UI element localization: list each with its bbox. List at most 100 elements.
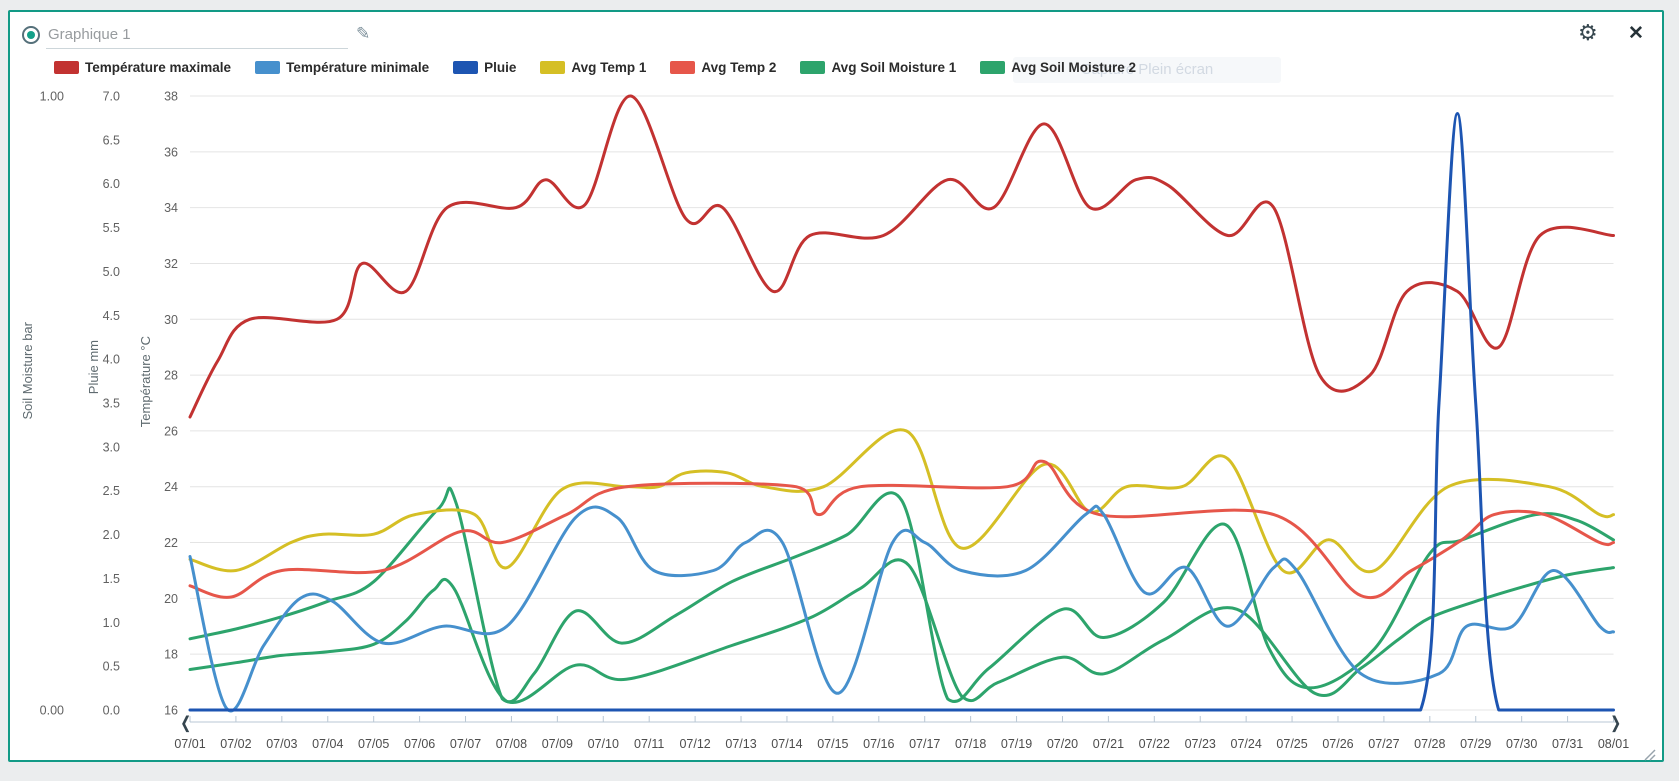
- pluie-tick-label: 1.0: [103, 616, 120, 630]
- series-line-avg-soil-moisture-1: [188, 486, 1615, 704]
- settings-gear-icon[interactable]: ⚙: [1578, 20, 1598, 45]
- x-axis-label: 07/02: [220, 737, 251, 751]
- temp-tick-label: 22: [164, 536, 178, 550]
- x-axis-label: 07/25: [1276, 737, 1307, 751]
- chart-type-radio-icon[interactable]: [22, 26, 40, 44]
- legend-swatch-icon: [980, 60, 1006, 74]
- temp-tick-label: 30: [164, 313, 178, 327]
- legend-item-avg-temp-2[interactable]: Avg Temp 2: [670, 60, 776, 75]
- pluie-tick-label: 7.0: [103, 90, 120, 104]
- soil-tick-label: 0.00: [40, 704, 64, 718]
- edit-pencil-icon[interactable]: ✎: [356, 24, 371, 43]
- series-line-avg-temp-1: [188, 428, 1615, 575]
- x-axis-label: 07/10: [588, 737, 619, 751]
- legend-swatch-icon: [453, 60, 479, 74]
- x-axis-label: 07/17: [909, 737, 940, 751]
- pluie-tick-label: 3.0: [103, 440, 120, 454]
- x-axis-label: 07/07: [450, 737, 481, 751]
- series-line-temp-rature-maximale: [188, 94, 1615, 419]
- temp-tick-label: 34: [164, 201, 178, 215]
- legend-label: Température minimale: [286, 59, 430, 75]
- temp-tick-label: 36: [164, 145, 178, 159]
- series-line-avg-soil-moisture-2: [188, 558, 1615, 705]
- temp-tick-label: 28: [164, 369, 178, 383]
- x-axis-label: 07/24: [1231, 737, 1262, 751]
- x-axis-label: 07/31: [1552, 737, 1583, 751]
- fullscreen-capture-ghost-tooltip: Capture Plein écran: [1013, 57, 1281, 83]
- x-axis-label: 07/30: [1506, 737, 1537, 751]
- x-axis-label: 07/26: [1322, 737, 1353, 751]
- pluie-tick-label: 4.0: [103, 353, 120, 367]
- radio-dot-icon: [27, 31, 35, 39]
- x-axis-label: 07/22: [1139, 737, 1170, 751]
- x-axis-label: 07/12: [679, 737, 710, 751]
- close-x-icon[interactable]: ✕: [1628, 23, 1644, 44]
- legend-swatch-icon: [255, 60, 281, 74]
- pluie-tick-label: 4.5: [103, 309, 120, 323]
- x-axis-label: 07/16: [863, 737, 894, 751]
- pluie-tick-label: 1.5: [103, 572, 120, 586]
- x-axis-label: 07/19: [1001, 737, 1032, 751]
- x-axis-label: 07/29: [1460, 737, 1491, 751]
- pluie-tick-label: 6.5: [103, 133, 120, 147]
- series-line-avg-temp-2: [188, 459, 1615, 599]
- x-axis-label: 07/11: [634, 737, 664, 751]
- temp-tick-label: 26: [164, 424, 178, 438]
- legend-swatch-icon: [800, 60, 826, 74]
- soil-tick-label: 1.00: [40, 90, 64, 104]
- x-axis-label: 08/01: [1598, 737, 1629, 751]
- pluie-tick-label: 5.5: [103, 221, 120, 235]
- x-axis-label: 07/14: [771, 737, 802, 751]
- legend-label: Avg Soil Moisture 1: [831, 59, 957, 75]
- pluie-axis-title: Pluie mm: [86, 340, 101, 395]
- x-axis-label: 07/23: [1185, 737, 1216, 751]
- x-axis-label: 07/06: [404, 737, 435, 751]
- legend-label: Avg Soil Moisture 2: [1011, 59, 1136, 75]
- x-axis-label: 07/18: [955, 737, 986, 751]
- legend-label: Avg Temp 2: [701, 59, 777, 75]
- pluie-tick-label: 2.5: [103, 484, 120, 498]
- pluie-tick-label: 0.5: [103, 660, 120, 674]
- pluie-tick-label: 2.0: [103, 528, 120, 542]
- temp-tick-label: 38: [164, 90, 178, 104]
- legend-swatch-icon: [540, 60, 566, 74]
- x-axis-label: 07/09: [542, 737, 573, 751]
- legend-label: Avg Temp 1: [571, 59, 647, 75]
- resize-grip-icon[interactable]: [1641, 746, 1657, 762]
- legend-item-avg-soil-moisture-2[interactable]: Avg Soil Moisture 2: [980, 60, 1136, 75]
- legend-item-temp-rature-minimale[interactable]: Température minimale: [255, 60, 429, 75]
- legend-swatch-icon: [670, 60, 696, 74]
- scroll-prev-chevron-icon[interactable]: ❬: [179, 715, 193, 732]
- legend-item-temp-rature-maximale[interactable]: Température maximale: [54, 60, 231, 75]
- legend-item-pluie[interactable]: Pluie: [453, 60, 516, 75]
- pluie-tick-label: 6.0: [103, 177, 120, 191]
- series-line-pluie: [188, 112, 1615, 712]
- x-axis-label: 07/04: [312, 737, 343, 751]
- temp-tick-label: 18: [164, 648, 178, 662]
- chart-title-input[interactable]: Graphique 1: [46, 26, 348, 49]
- scroll-next-chevron-icon[interactable]: ❭: [1609, 715, 1623, 732]
- x-axis-label: 07/01: [174, 737, 205, 751]
- x-axis-label: 07/27: [1368, 737, 1399, 751]
- temp-tick-label: 20: [164, 592, 178, 606]
- legend-label: Température maximale: [85, 59, 232, 75]
- chart-panel: [8, 10, 1664, 762]
- soil-axis-title: Soil Moisture bar: [20, 322, 35, 420]
- x-axis-label: 07/05: [358, 737, 389, 751]
- x-axis-label: 07/21: [1093, 737, 1124, 751]
- x-axis-label: 07/15: [817, 737, 848, 751]
- x-axis-label: 07/08: [496, 737, 527, 751]
- x-axis-label: 07/20: [1047, 737, 1078, 751]
- temp-tick-label: 16: [164, 704, 178, 718]
- x-axis-label: 07/13: [725, 737, 756, 751]
- legend-item-avg-soil-moisture-1[interactable]: Avg Soil Moisture 1: [800, 60, 956, 75]
- pluie-tick-label: 0.0: [103, 704, 120, 718]
- temp-axis-title: Température °C: [138, 336, 153, 428]
- legend-item-avg-temp-1[interactable]: Avg Temp 1: [540, 60, 646, 75]
- pluie-tick-label: 3.5: [103, 397, 120, 411]
- legend-label: Pluie: [484, 59, 517, 75]
- temp-tick-label: 24: [164, 480, 178, 494]
- pluie-tick-label: 5.0: [103, 265, 120, 279]
